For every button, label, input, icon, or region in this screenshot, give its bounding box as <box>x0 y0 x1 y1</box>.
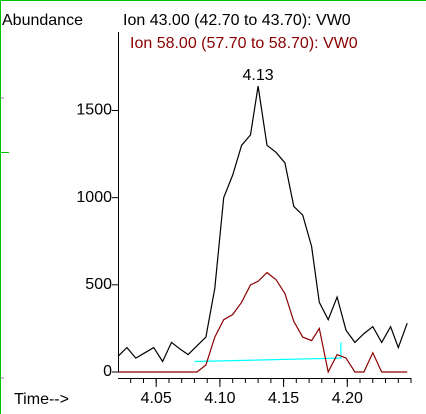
x-axis-ticks <box>155 378 348 387</box>
y-axis-label: Abundance <box>2 12 83 29</box>
y-tick-label: 1000 <box>76 189 112 206</box>
peak-retention-label: 4.13 <box>243 67 274 84</box>
x-tick-label: 4.15 <box>268 390 299 407</box>
series-line-ion-43 <box>117 86 408 363</box>
x-tick-label: 4.20 <box>332 390 363 407</box>
x-tick-label: 4.05 <box>141 390 172 407</box>
legend-entry-ion-43: Ion 43.00 (42.70 to 43.70): VW0 <box>123 12 351 29</box>
y-tick-label: 500 <box>85 276 112 293</box>
series-line-ion-58 <box>118 271 408 374</box>
y-tick-label: 0 <box>103 363 112 380</box>
integration-baseline <box>194 342 342 363</box>
legend-entry-ion-58: Ion 58.00 (57.70 to 58.70): VW0 <box>130 35 358 52</box>
x-axis-label: Time--> <box>14 391 69 408</box>
x-tick-label: 4.10 <box>204 390 235 407</box>
y-axis-ticks <box>112 109 118 373</box>
y-tick-label: 1500 <box>76 102 112 119</box>
